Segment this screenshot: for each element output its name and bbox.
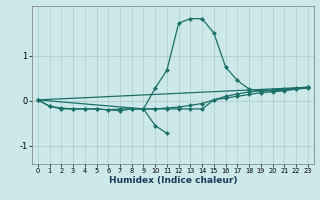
X-axis label: Humidex (Indice chaleur): Humidex (Indice chaleur) xyxy=(108,176,237,185)
